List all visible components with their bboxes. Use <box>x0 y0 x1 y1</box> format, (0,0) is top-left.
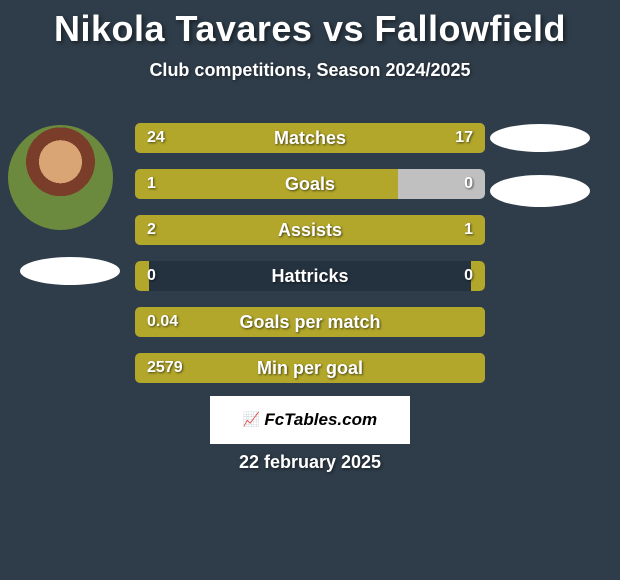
stat-row: 24Matches17 <box>135 123 485 153</box>
page-subtitle: Club competitions, Season 2024/2025 <box>0 60 620 81</box>
stat-right-value: 0 <box>464 261 473 291</box>
stat-right-value: 0 <box>464 169 473 199</box>
player-right-placeholder-1 <box>490 124 590 152</box>
page-title: Nikola Tavares vs Fallowfield <box>0 0 620 50</box>
stats-bars: 24Matches171Goals02Assists10Hattricks00.… <box>135 123 485 399</box>
brand-badge: 📈 FcTables.com <box>210 396 410 444</box>
stat-right-value: 1 <box>464 215 473 245</box>
date-text: 22 february 2025 <box>0 452 620 473</box>
stat-label: Goals <box>135 169 485 199</box>
stat-label: Matches <box>135 123 485 153</box>
brand-text: FcTables.com <box>264 410 377 430</box>
stat-row: 0Hattricks0 <box>135 261 485 291</box>
stat-row: 2Assists1 <box>135 215 485 245</box>
stat-row: 1Goals0 <box>135 169 485 199</box>
stat-row: 2579Min per goal <box>135 353 485 383</box>
stat-right-value: 17 <box>455 123 473 153</box>
player-right-placeholder-2 <box>490 175 590 207</box>
stat-label: Min per goal <box>135 353 485 383</box>
player-left-avatar <box>8 125 113 230</box>
stat-row: 0.04Goals per match <box>135 307 485 337</box>
player-left-placeholder <box>20 257 120 285</box>
stat-label: Goals per match <box>135 307 485 337</box>
stat-label: Assists <box>135 215 485 245</box>
chart-icon: 📈 <box>243 411 260 428</box>
stat-label: Hattricks <box>135 261 485 291</box>
